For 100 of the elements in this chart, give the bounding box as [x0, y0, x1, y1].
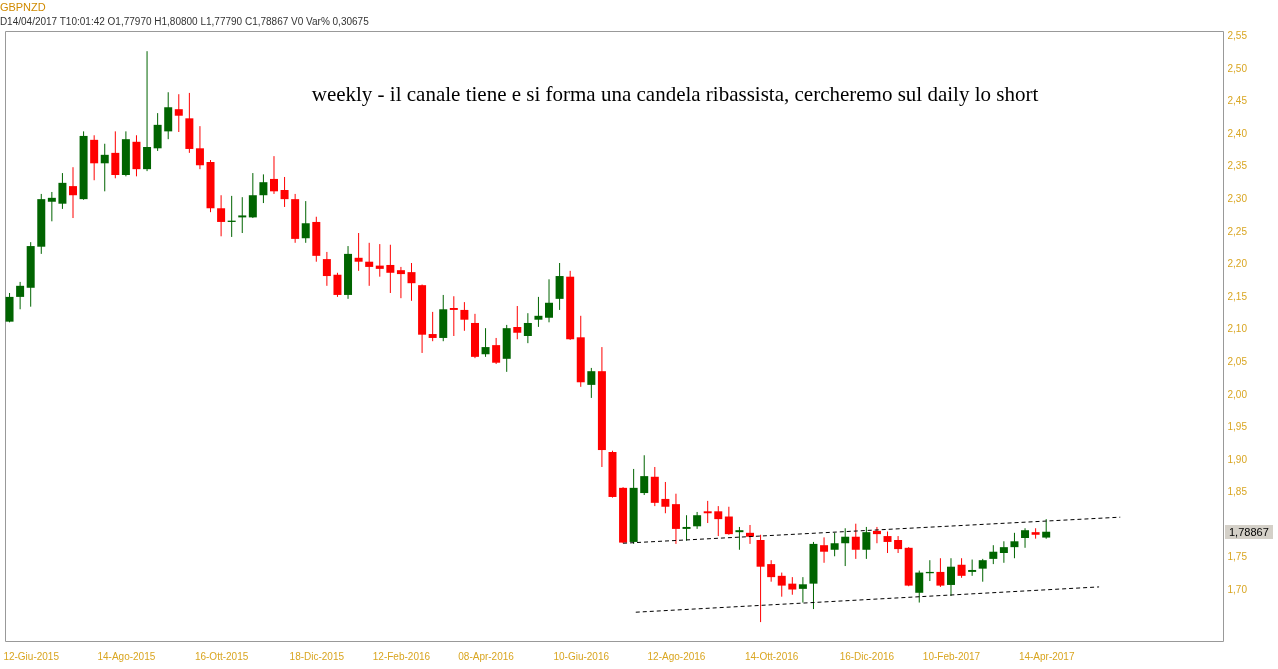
y-tick-label: 2,05	[1227, 355, 1248, 367]
candlestick	[523, 312, 532, 344]
candlestick	[322, 251, 331, 287]
candlestick	[798, 576, 807, 604]
candlestick	[989, 544, 998, 565]
candlestick	[100, 143, 109, 192]
candlestick	[460, 301, 469, 332]
x-tick-label: 08-Apr-2016	[458, 650, 515, 662]
candlestick	[1021, 527, 1030, 549]
candlestick	[894, 535, 903, 554]
x-tick-label: 16-Ott-2015	[194, 650, 249, 662]
candlestick	[143, 50, 152, 172]
x-tick-label: 12-Ago-2016	[647, 650, 706, 662]
x-tick-label: 10-Feb-2017	[922, 650, 981, 662]
x-tick-label: 10-Giu-2016	[553, 650, 610, 662]
y-tick-label: 2,30	[1227, 192, 1248, 204]
candlestick	[90, 134, 99, 181]
candlestick	[830, 532, 839, 557]
x-tick-label: 14-Ott-2016	[744, 650, 799, 662]
annotation: weekly - il canale tiene e si forma una candela ribassista, cercheremo sul daily lo short	[311, 82, 1039, 106]
candlestick	[1010, 532, 1019, 559]
y-tick-label: 1,75	[1227, 551, 1248, 563]
candlestick	[883, 531, 892, 554]
candlestick	[936, 557, 945, 588]
y-tick-label: 2,55	[1227, 30, 1248, 42]
y-tick-label: 2,25	[1227, 225, 1248, 237]
candlestick	[640, 454, 649, 496]
y-tick-label: 1,70	[1227, 584, 1248, 596]
y-tick-label: 1,90	[1227, 453, 1248, 465]
candlestick	[407, 262, 416, 302]
y-tick-label: 2,35	[1227, 160, 1248, 172]
y-tick-label: 2,50	[1227, 62, 1248, 74]
candlestick	[999, 540, 1008, 564]
candlestick	[492, 337, 501, 365]
chart-subtitle: D14/04/2017 T10:01:42 O1,77970 H1,80800 L1,77790 C1,78867 V0 Var% 0,30675	[0, 15, 370, 27]
x-tick-label: 16-Dic-2016	[839, 650, 895, 662]
candlestick	[661, 481, 670, 514]
candlestick	[724, 506, 733, 536]
y-tick-label: 2,10	[1227, 323, 1248, 335]
candlestick	[481, 327, 490, 358]
candlestick	[333, 272, 342, 298]
candlestick	[153, 112, 162, 152]
candlestick	[174, 93, 183, 133]
candlestick	[449, 295, 458, 337]
candlestick	[767, 559, 776, 583]
candlestick	[735, 526, 744, 551]
candlestick	[534, 296, 543, 328]
candlestick	[555, 262, 564, 311]
candlestick	[946, 557, 955, 597]
candlestick	[862, 526, 871, 560]
candlestick	[280, 176, 289, 208]
candlestick	[16, 281, 25, 310]
candlestick	[259, 173, 268, 204]
candlestick	[820, 536, 829, 564]
candlestick	[703, 500, 712, 524]
candlestick	[365, 242, 374, 287]
candlestick	[978, 558, 987, 583]
x-tick-label: 18-Dic-2015	[289, 650, 345, 662]
y-tick-label: 2,45	[1227, 95, 1248, 107]
candlestick	[58, 172, 67, 210]
candlestick	[851, 523, 860, 560]
candlestick	[746, 524, 754, 545]
candlestick	[217, 194, 226, 237]
candlestick	[777, 572, 786, 598]
candlestick	[545, 278, 554, 323]
candlestick	[872, 526, 881, 544]
candlestick	[915, 570, 924, 604]
candlestick	[428, 311, 437, 342]
candlestick	[957, 557, 966, 579]
x-tick-label: 12-Giu-2015	[3, 650, 60, 662]
text: 1,78867	[1225, 524, 1273, 539]
candlestick	[301, 200, 310, 244]
candlestick	[69, 166, 77, 219]
y-tick-label: 1,85	[1227, 486, 1248, 498]
candlestick	[386, 244, 395, 294]
y-tick-label: 2,15	[1227, 290, 1248, 302]
candlestick	[248, 172, 257, 219]
chart-title: GBPNZD	[0, 0, 46, 13]
candlestick	[269, 155, 278, 195]
candlestick	[968, 559, 977, 577]
candlestick	[47, 191, 56, 222]
y-tick-label: 2,00	[1227, 388, 1248, 400]
candlestick	[1042, 518, 1051, 540]
x-tick-label: 14-Apr-2017	[1018, 650, 1075, 662]
candlestick	[841, 527, 850, 567]
candlestick	[513, 305, 522, 340]
candlestick	[682, 514, 691, 542]
candlestick	[354, 232, 363, 272]
candlestick	[587, 367, 596, 399]
x-tick-label: 12-Feb-2016	[372, 650, 431, 662]
candlestick	[714, 505, 723, 537]
candlestick	[396, 266, 405, 299]
y-tick-label: 2,40	[1227, 127, 1248, 139]
candlestick	[375, 243, 384, 278]
candlestick	[195, 125, 204, 170]
x-tick-label: 14-Ago-2015	[97, 650, 156, 662]
candlestick	[238, 196, 247, 234]
y-tick-label: 2,20	[1227, 258, 1248, 270]
y-tick-label: 1,95	[1227, 421, 1248, 433]
candlestick	[111, 130, 120, 179]
